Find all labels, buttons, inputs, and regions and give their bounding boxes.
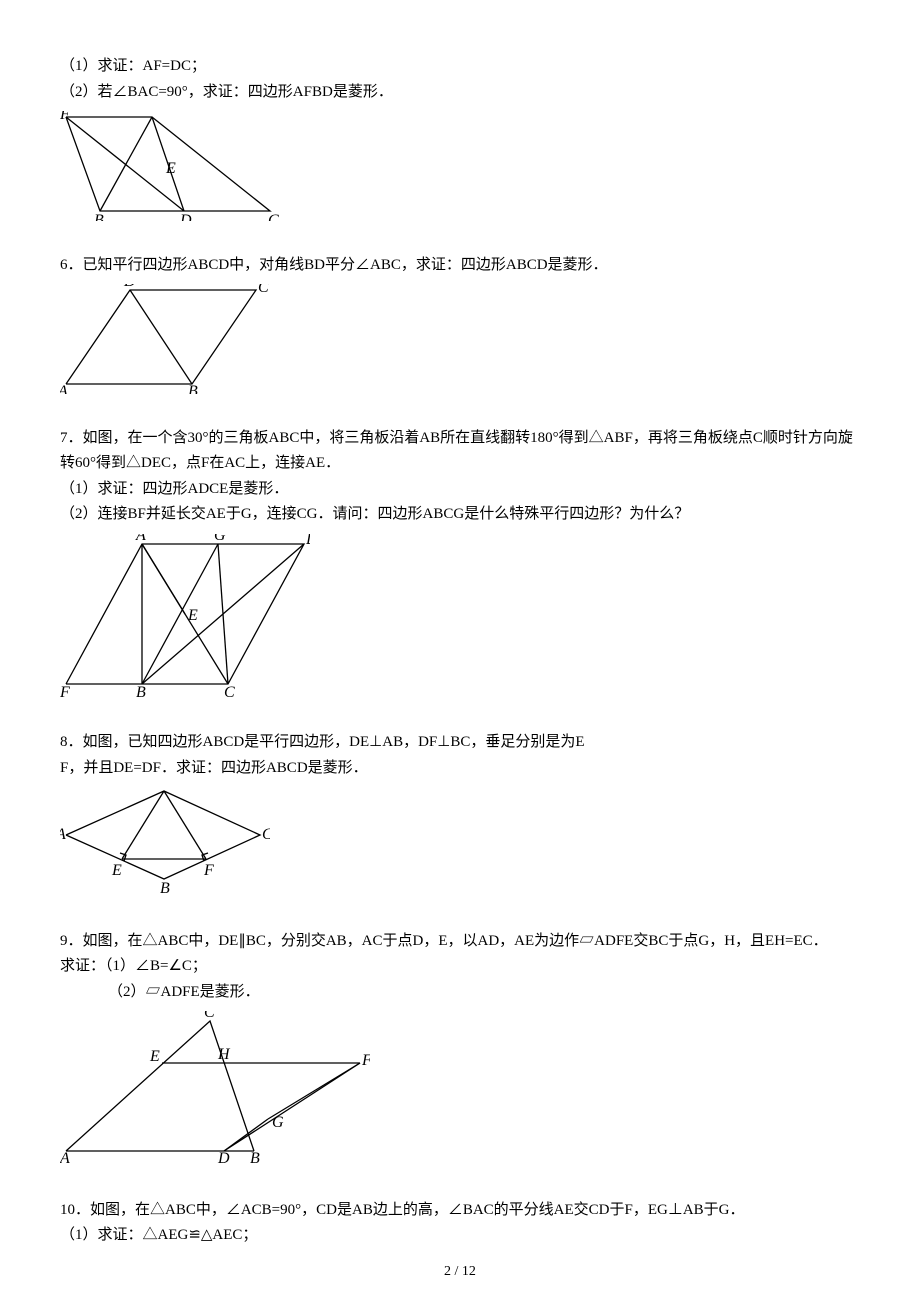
page: （1）求证：AF=DC； （2）若∠BAC=90°，求证：四边形AFBD是菱形．…: [0, 0, 920, 1302]
label-B: B: [250, 1150, 260, 1166]
label-D: D: [217, 1150, 230, 1166]
label-C: C: [258, 284, 269, 296]
label-F: F: [60, 111, 70, 123]
label-F: F: [60, 684, 70, 699]
question-7: 7．如图，在一个含30°的三角板ABC中，将三角板沿着AB所在直线翻转180°得…: [60, 426, 860, 709]
q10-line-2: （1）求证：△AEG≌△AEC；: [60, 1223, 860, 1249]
q8-figure: A D C B E F: [60, 787, 860, 907]
label-D: D: [123, 284, 136, 290]
q8-line-2: F，并且DE=DF．求证：四边形ABCD是菱形．: [60, 756, 860, 782]
label-D: D: [159, 787, 172, 791]
label-B: B: [94, 212, 104, 221]
label-H: H: [217, 1046, 231, 1063]
q10-line-1: 10．如图，在△ABC中，∠ACB=90°，CD是AB边上的高，∠BAC的平分线…: [60, 1198, 860, 1224]
q5-line-2: （2）若∠BAC=90°，求证：四边形AFBD是菱形．: [60, 80, 860, 106]
label-A: A: [60, 383, 68, 394]
label-D: D: [305, 534, 310, 548]
question-9: 9．如图，在△ABC中，DE∥BC，分别交AB，AC于点D，E，以AD，AE为边…: [60, 929, 860, 1176]
label-F: F: [203, 862, 214, 879]
label-C: C: [268, 212, 279, 221]
q9-figure: A D B C E H F G: [60, 1011, 860, 1176]
label-B: B: [160, 880, 170, 897]
label-A: A: [60, 1150, 70, 1166]
q7-line-1: 7．如图，在一个含30°的三角板ABC中，将三角板沿着AB所在直线翻转180°得…: [60, 426, 860, 477]
label-E: E: [165, 160, 176, 177]
q7-figure: A G D E F B C: [60, 534, 860, 709]
q9-line-3: （2）▱ADFE是菱形．: [60, 980, 860, 1006]
q5-figure: F A B E D C: [60, 111, 860, 231]
q9-line-1: 9．如图，在△ABC中，DE∥BC，分别交AB，AC于点D，E，以AD，AE为边…: [60, 929, 860, 955]
q9-line-2: 求证：（1）∠B=∠C；: [60, 954, 860, 980]
label-C: C: [262, 826, 270, 843]
question-8: 8．如图，已知四边形ABCD是平行四边形，DE⊥AB，DF⊥BC，垂足分别是为E…: [60, 730, 860, 907]
page-number: 2 / 12: [0, 1260, 920, 1284]
q6-figure: D C A B: [60, 284, 860, 404]
q5-line-1: （1）求证：AF=DC；: [60, 54, 860, 80]
label-E: E: [111, 862, 122, 879]
q7-line-2: （1）求证：四边形ADCE是菱形．: [60, 477, 860, 503]
q8-line-1: 8．如图，已知四边形ABCD是平行四边形，DE⊥AB，DF⊥BC，垂足分别是为E: [60, 730, 860, 756]
label-C: C: [204, 1011, 215, 1021]
question-6: 6．已知平行四边形ABCD中，对角线BD平分∠ABC，求证：四边形ABCD是菱形…: [60, 253, 860, 404]
question-10: 10．如图，在△ABC中，∠ACB=90°，CD是AB边上的高，∠BAC的平分线…: [60, 1198, 860, 1249]
q7-line-3: （2）连接BF并延长交AE于G，连接CG．请问：四边形ABCG是什么特殊平行四边…: [60, 502, 860, 528]
label-A: A: [149, 111, 160, 115]
label-D: D: [179, 212, 192, 221]
label-A: A: [60, 826, 66, 843]
label-F: F: [361, 1052, 370, 1069]
label-B: B: [188, 383, 198, 394]
label-E: E: [149, 1048, 160, 1065]
label-B: B: [136, 684, 146, 699]
label-G: G: [214, 534, 226, 544]
label-A: A: [135, 534, 146, 544]
label-C: C: [224, 684, 235, 699]
q6-line-1: 6．已知平行四边形ABCD中，对角线BD平分∠ABC，求证：四边形ABCD是菱形…: [60, 253, 860, 279]
label-E: E: [187, 607, 198, 624]
question-5-continuation: （1）求证：AF=DC； （2）若∠BAC=90°，求证：四边形AFBD是菱形．…: [60, 54, 860, 231]
label-G: G: [272, 1114, 284, 1131]
